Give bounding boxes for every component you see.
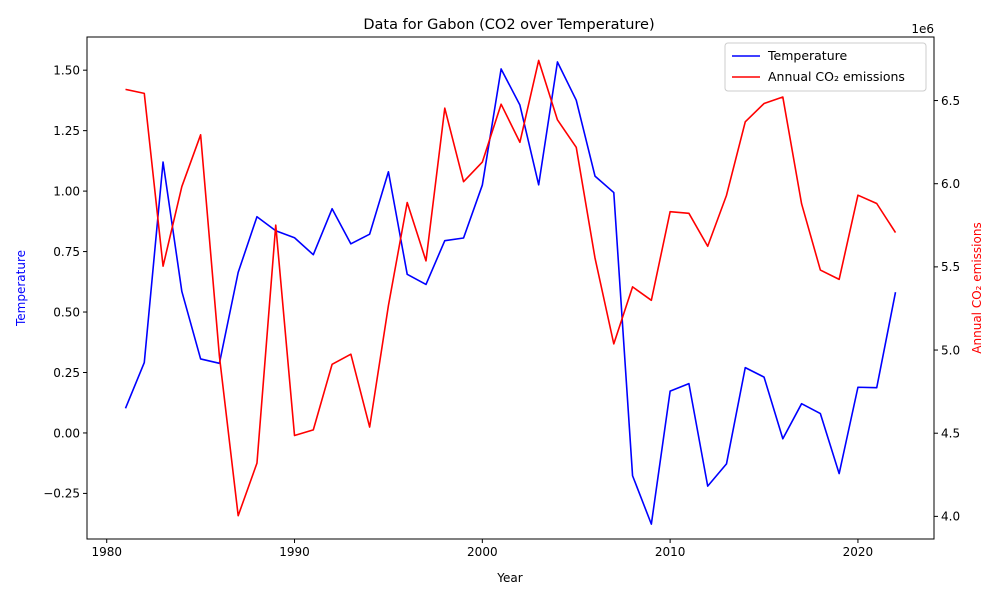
legend: Temperature Annual CO₂ emissions [724, 42, 927, 92]
left-tick-label: 1.00 [53, 184, 80, 198]
legend-label-temperature: Temperature [767, 48, 847, 63]
legend-label-co2: Annual CO₂ emissions [768, 69, 905, 84]
left-axis-ticks: −0.25 0.00 0.25 0.50 0.75 1.00 1.25 1.50 [43, 63, 87, 501]
left-tick-label: 0.25 [53, 366, 80, 380]
x-tick-label: 2020 [843, 545, 874, 559]
x-tick-label: 1990 [279, 545, 310, 559]
plot-lines [124, 59, 897, 525]
x-axis-label: Year [496, 571, 522, 585]
x-axis-ticks: 1980 1990 2000 2010 2020 [91, 539, 873, 559]
right-tick-label: 6.0 [941, 177, 960, 191]
right-axis-label: Annual CO₂ emissions [970, 222, 984, 353]
left-tick-label: 0.75 [53, 245, 80, 259]
left-tick-label: −0.25 [43, 487, 80, 501]
right-tick-label: 5.5 [941, 260, 960, 274]
x-tick-label: 2010 [655, 545, 686, 559]
co2-emissions-line [125, 59, 897, 517]
left-tick-label: 1.25 [53, 124, 80, 138]
right-axis-ticks: 4.0 4.5 5.0 5.5 6.0 6.5 [934, 94, 960, 524]
right-tick-label: 5.0 [941, 343, 960, 357]
legend-box [724, 42, 927, 92]
x-tick-label: 1980 [91, 545, 122, 559]
right-tick-label: 4.0 [941, 510, 960, 524]
chart-title: Data for Gabon (CO2 over Temperature) [363, 17, 654, 33]
x-tick-label: 2000 [467, 545, 498, 559]
left-tick-label: 0.50 [53, 305, 80, 319]
left-axis-label: Temperature [14, 250, 28, 327]
left-tick-label: 0.00 [53, 426, 80, 440]
right-tick-label: 6.5 [941, 94, 960, 108]
left-tick-label: 1.50 [53, 63, 80, 77]
plot-frame [86, 36, 935, 540]
temperature-line [124, 61, 897, 525]
right-axis-offset-text: 1e6 [911, 22, 934, 36]
right-tick-label: 4.5 [941, 427, 960, 441]
